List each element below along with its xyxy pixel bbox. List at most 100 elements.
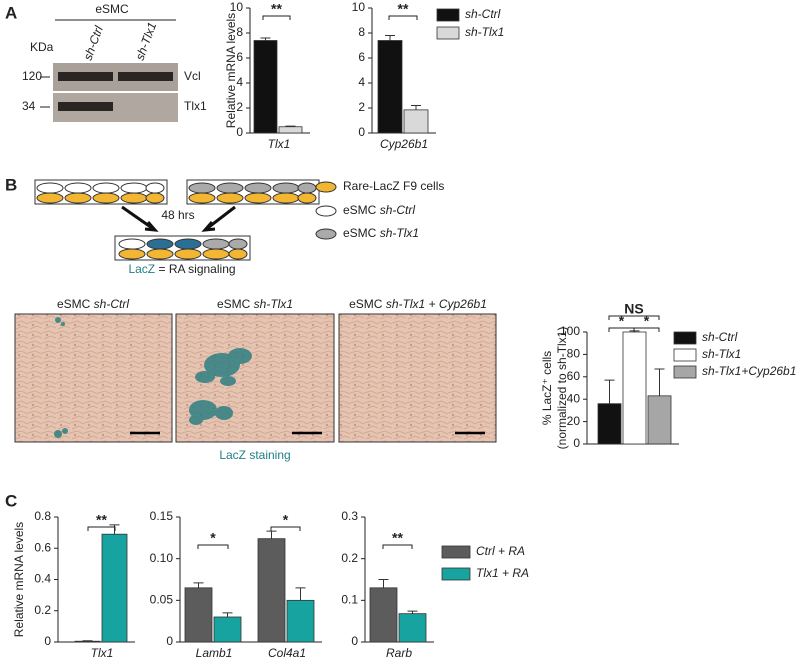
error-bar bbox=[378, 579, 389, 588]
error-bar bbox=[385, 35, 395, 41]
significance-bracket bbox=[608, 315, 660, 320]
bar bbox=[101, 533, 128, 643]
bar bbox=[377, 40, 403, 134]
label-text: eSMC bbox=[217, 297, 251, 311]
legend-label: sh-Tlx1 bbox=[702, 347, 741, 361]
stain bbox=[54, 317, 252, 438]
y-tick-label: 0.2 bbox=[341, 551, 358, 565]
error-bar bbox=[295, 587, 306, 601]
band-label: Tlx1 bbox=[184, 99, 207, 113]
y-axis-label: Relative mRNA levels bbox=[12, 522, 26, 637]
y-axis-label: Relative mRNA levels bbox=[224, 13, 238, 128]
error-bar bbox=[266, 530, 277, 539]
micrograph bbox=[338, 313, 497, 443]
y-axis-label: % LacZ⁺ cells bbox=[540, 351, 554, 425]
y-tick-label: 60 bbox=[567, 369, 581, 383]
dish bbox=[186, 179, 320, 205]
lane-label: sh-Ctrl bbox=[81, 24, 106, 62]
image-caption: LacZ staining bbox=[219, 448, 290, 462]
significance-label: ** bbox=[392, 530, 403, 546]
y-axis-label: (normalized to sh-Tlx1) bbox=[555, 327, 569, 450]
error-bar bbox=[193, 582, 204, 588]
error-bar bbox=[654, 368, 665, 396]
y-tick-label: 0.15 bbox=[150, 509, 174, 523]
y-tick-label: 2 bbox=[236, 100, 243, 114]
panel-label: A bbox=[5, 3, 17, 22]
band bbox=[58, 72, 113, 81]
bar bbox=[213, 616, 242, 643]
significance-bracket bbox=[262, 15, 291, 20]
y-tick-label: 0.6 bbox=[34, 540, 51, 554]
y-tick-label: 0 bbox=[236, 125, 243, 139]
error-bar bbox=[260, 37, 271, 41]
time-label: 48 hrs bbox=[161, 208, 194, 222]
y-tick-label: 0.05 bbox=[150, 593, 174, 607]
dish bbox=[114, 235, 251, 261]
y-tick-label: 0.2 bbox=[34, 603, 51, 617]
y-tick-label: 8 bbox=[236, 25, 243, 39]
significance-label: * bbox=[283, 512, 289, 528]
y-tick-label: 8 bbox=[358, 25, 365, 39]
legend-label: sh-Ctrl bbox=[465, 7, 501, 21]
legend-swatch bbox=[315, 228, 337, 240]
legend-swatch bbox=[436, 8, 460, 22]
x-tick-label: Rarb bbox=[386, 646, 412, 660]
y-tick-label: 100 bbox=[560, 324, 580, 338]
error-bar bbox=[604, 379, 615, 404]
dish bbox=[34, 179, 168, 205]
significance-bracket bbox=[270, 526, 301, 531]
significance-label: ** bbox=[271, 1, 282, 17]
significance-label: NS bbox=[624, 301, 643, 317]
y-tick-label: 0 bbox=[351, 634, 358, 648]
legend-label: sh-Tlx1 bbox=[465, 25, 504, 39]
arrow bbox=[121, 205, 159, 232]
x-tick-label: Col4a1 bbox=[268, 646, 306, 660]
significance-bracket bbox=[197, 544, 229, 549]
y-tick-label: 0 bbox=[44, 634, 51, 648]
band bbox=[118, 72, 173, 81]
image-title: eSMC sh-Tlx1 + Cyp26b1 bbox=[349, 297, 487, 311]
blot-unit: KDa bbox=[30, 40, 54, 54]
y-tick-label: 4 bbox=[236, 75, 243, 89]
significance-label: ** bbox=[96, 512, 107, 528]
y-tick-label: 0.8 bbox=[34, 509, 51, 523]
image-title: eSMC sh-Tlx1 bbox=[217, 297, 293, 311]
y-tick-label: 10 bbox=[230, 0, 244, 14]
lane-label: sh-Tlx1 bbox=[133, 20, 160, 62]
bar bbox=[184, 587, 213, 643]
legend-swatch bbox=[315, 205, 337, 217]
bar bbox=[253, 40, 278, 134]
legend-swatch bbox=[441, 567, 471, 581]
legend-label: Tlx1 + RA bbox=[476, 566, 529, 580]
significance-label: ** bbox=[398, 1, 409, 17]
y-tick-label: 4 bbox=[358, 75, 365, 89]
legend-label: Ctrl + RA bbox=[476, 544, 525, 558]
significance-label: * bbox=[644, 313, 650, 329]
y-tick-label: 0 bbox=[358, 125, 365, 139]
y-tick-label: 2 bbox=[358, 100, 365, 114]
label-italic: sh-Ctrl bbox=[380, 203, 416, 217]
y-tick-label: 40 bbox=[567, 391, 581, 405]
significance-bracket bbox=[382, 544, 413, 549]
caption-highlight: LacZ bbox=[128, 262, 155, 276]
y-tick-label: 0 bbox=[166, 634, 173, 648]
legend-swatch bbox=[673, 365, 697, 379]
bar bbox=[647, 395, 672, 445]
legend-swatch bbox=[673, 331, 697, 345]
legend-label: sh-Ctrl bbox=[702, 330, 738, 344]
bar bbox=[622, 331, 647, 445]
error-bar bbox=[411, 105, 421, 110]
legend-swatch bbox=[441, 545, 471, 559]
y-tick-label: 20 bbox=[567, 414, 581, 428]
micrograph bbox=[14, 313, 173, 443]
label-italic: sh-Tlx1 bbox=[254, 297, 293, 311]
diagram-caption: LacZ = RA signaling bbox=[128, 262, 235, 276]
band bbox=[58, 102, 113, 111]
legend-label: Rare-LacZ F9 cells bbox=[343, 179, 444, 193]
label-text: eSMC bbox=[343, 226, 377, 240]
panel-label: B bbox=[5, 175, 17, 194]
error-bar bbox=[222, 612, 233, 617]
label-italic: sh-Ctrl bbox=[94, 297, 130, 311]
caption-text: = RA signaling bbox=[158, 262, 235, 276]
